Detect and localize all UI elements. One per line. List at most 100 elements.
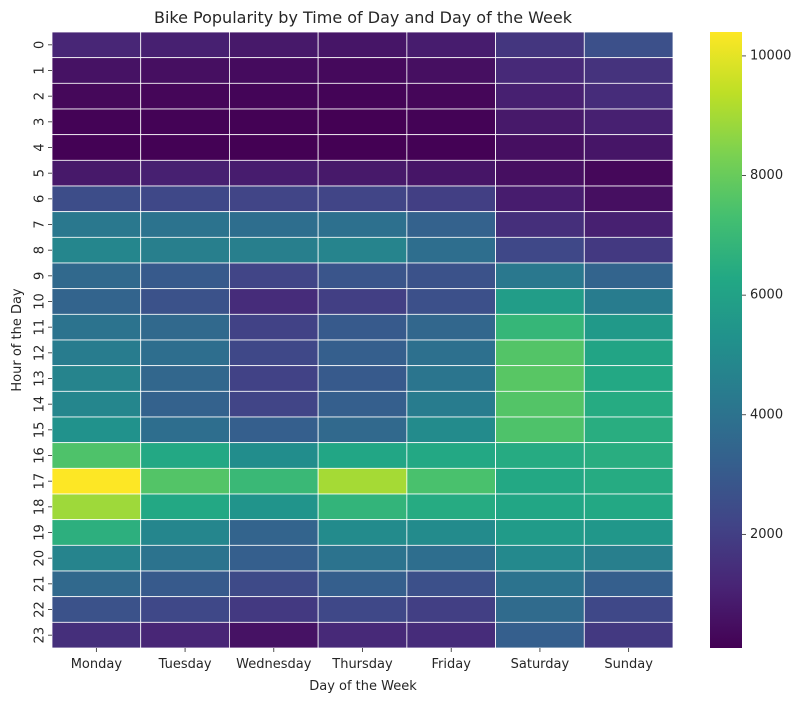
heatmap-cell	[141, 83, 230, 109]
y-axis-label: Hour of the Day	[10, 288, 25, 392]
heatmap-cell	[141, 494, 230, 520]
heatmap-cell	[229, 571, 318, 597]
heatmap-cell	[584, 597, 673, 623]
heatmap-cell	[52, 468, 141, 494]
colorbar-tick-label: 4000	[750, 407, 783, 422]
heatmap-cell	[584, 545, 673, 571]
heatmap-cell	[141, 340, 230, 366]
heatmap-cell	[141, 160, 230, 186]
heatmap-cell	[141, 109, 230, 135]
heatmap-cell	[52, 443, 141, 469]
heatmap-cell	[141, 135, 230, 161]
chart-title: Bike Popularity by Time of Day and Day o…	[154, 8, 573, 27]
heatmap-cell	[407, 237, 496, 263]
heatmap-cell	[229, 160, 318, 186]
heatmap-cell	[52, 340, 141, 366]
heatmap-cell	[52, 545, 141, 571]
heatmap-cell	[496, 135, 585, 161]
heatmap-cell	[496, 186, 585, 212]
heatmap-cell	[407, 494, 496, 520]
heatmap-cell	[584, 109, 673, 135]
heatmap-cell	[584, 366, 673, 392]
heatmap-cell	[407, 443, 496, 469]
heatmap-cell	[407, 545, 496, 571]
heatmap-cell	[229, 520, 318, 546]
heatmap-cell	[52, 32, 141, 58]
heatmap-cell	[407, 289, 496, 315]
heatmap-cell	[52, 237, 141, 263]
heatmap-cell	[141, 289, 230, 315]
heatmap-cell	[52, 417, 141, 443]
heatmap-cell	[407, 391, 496, 417]
heatmap-cell	[318, 212, 407, 238]
heatmap-cell	[229, 212, 318, 238]
y-tick-label: 14	[33, 396, 48, 413]
heatmap-cell	[496, 160, 585, 186]
y-tick-label: 17	[33, 473, 48, 490]
heatmap-cell	[229, 597, 318, 623]
heatmap-cell	[229, 135, 318, 161]
heatmap-cell	[229, 494, 318, 520]
y-tick-label: 4	[33, 143, 48, 151]
heatmap-cell	[141, 212, 230, 238]
heatmap-cell	[496, 520, 585, 546]
heatmap-cell	[318, 340, 407, 366]
heatmap-cell	[318, 109, 407, 135]
heatmap-cell	[407, 160, 496, 186]
heatmap-cell	[141, 391, 230, 417]
heatmap-cell	[584, 263, 673, 289]
heatmap-cell	[141, 443, 230, 469]
heatmap-cell	[141, 571, 230, 597]
heatmap-cell	[229, 443, 318, 469]
heatmap-cell	[52, 622, 141, 648]
heatmap-cell	[318, 186, 407, 212]
y-tick-label: 5	[33, 169, 48, 177]
heatmap-cell	[52, 58, 141, 84]
x-tick-label: Monday	[71, 657, 123, 672]
heatmap-cell	[52, 494, 141, 520]
heatmap-cell	[318, 417, 407, 443]
heatmap-cell	[407, 186, 496, 212]
heatmap-cell	[407, 366, 496, 392]
heatmap-cell	[229, 83, 318, 109]
heatmap-cell	[229, 32, 318, 58]
heatmap-cell	[318, 622, 407, 648]
heatmap-cell	[496, 597, 585, 623]
heatmap-cell	[229, 545, 318, 571]
x-tick-label: Saturday	[511, 657, 570, 672]
y-tick-label: 22	[33, 601, 48, 618]
heatmap-cell	[496, 545, 585, 571]
colorbar-tick-label: 8000	[750, 168, 783, 183]
heatmap-cell	[318, 391, 407, 417]
heatmap-cell	[496, 494, 585, 520]
heatmap-cell	[496, 366, 585, 392]
heatmap-cell	[141, 314, 230, 340]
heatmap-cell	[407, 571, 496, 597]
heatmap-cell	[584, 622, 673, 648]
heatmap-cell	[496, 443, 585, 469]
heatmap-cell	[318, 32, 407, 58]
heatmap-cell	[496, 32, 585, 58]
heatmap-cell	[141, 237, 230, 263]
x-tick-label: Wednesday	[236, 657, 312, 672]
y-tick-label: 23	[33, 627, 48, 644]
heatmap-cell	[229, 366, 318, 392]
heatmap-cell	[496, 58, 585, 84]
heatmap-cell	[318, 545, 407, 571]
heatmap-cell	[229, 186, 318, 212]
heatmap-cell	[318, 160, 407, 186]
x-tick-label: Thursday	[331, 657, 393, 672]
heatmap-cell	[584, 58, 673, 84]
heatmap-cell	[52, 83, 141, 109]
heatmap-cell	[318, 135, 407, 161]
heatmap-cell	[584, 32, 673, 58]
heatmap-cell	[318, 263, 407, 289]
heatmap-cell	[229, 263, 318, 289]
y-tick-label: 18	[33, 499, 48, 516]
heatmap-cell	[318, 520, 407, 546]
heatmap-cell	[407, 340, 496, 366]
heatmap-cell	[318, 289, 407, 315]
heatmap-cell	[496, 571, 585, 597]
heatmap-cell	[229, 391, 318, 417]
